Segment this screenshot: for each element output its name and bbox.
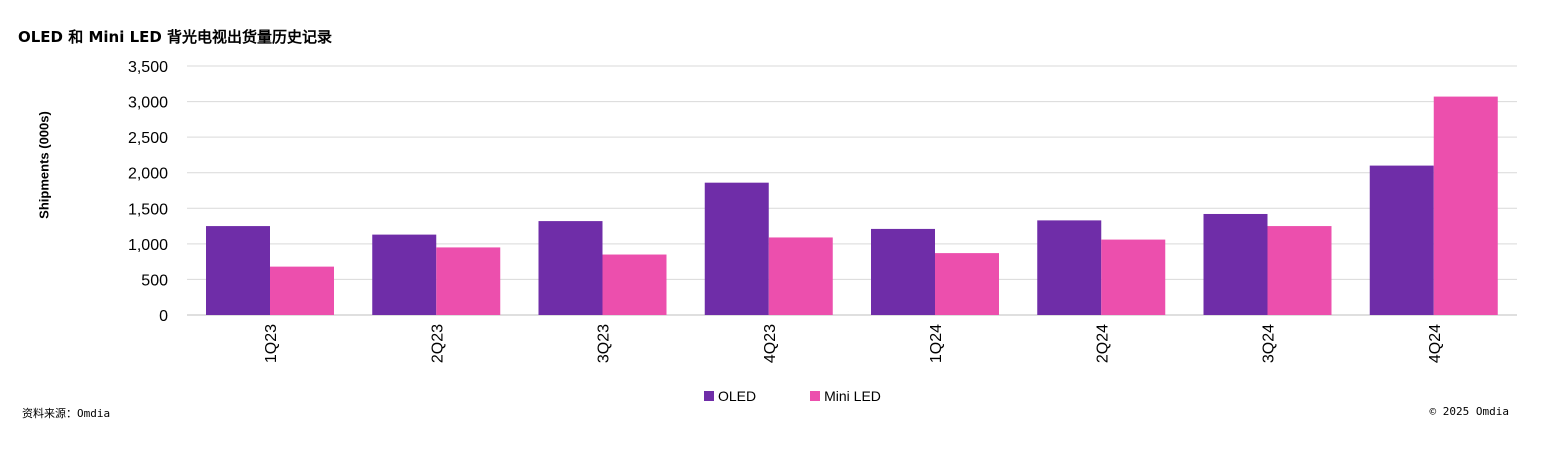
y-tick-label: 2,500 xyxy=(128,130,168,147)
y-tick-label: 0 xyxy=(159,308,168,325)
y-tick-label: 2,000 xyxy=(128,166,168,183)
x-tick-label: 4Q23 xyxy=(762,324,779,363)
bar-oled-3q24 xyxy=(1203,213,1268,315)
bar-mini-led-3q24 xyxy=(1267,226,1332,315)
copyright-note: © 2025 Omdia xyxy=(1429,405,1509,418)
x-tick-label: 4Q24 xyxy=(1427,324,1444,363)
bar-oled-2q24 xyxy=(1037,220,1102,315)
legend-swatch-oled xyxy=(704,391,714,401)
legend-item-oled: OLED xyxy=(704,388,756,404)
legend-item-mini-led: Mini LED xyxy=(810,388,881,404)
y-tick-label: 3,500 xyxy=(128,59,168,76)
bar-oled-4q24 xyxy=(1369,165,1434,315)
x-tick-label: 2Q24 xyxy=(1094,324,1111,363)
legend-swatch-mini-led xyxy=(810,391,821,401)
bar-mini-led-4q23 xyxy=(768,237,833,315)
bar-mini-led-2q23 xyxy=(436,247,501,315)
x-tick-label: 1Q24 xyxy=(928,324,945,363)
bar-oled-1q23 xyxy=(206,226,270,315)
legend-label-mini-led: Mini LED xyxy=(824,388,881,404)
bar-mini-led-1q23 xyxy=(270,266,334,315)
bar-oled-4q23 xyxy=(704,182,769,315)
x-tick-label: 3Q23 xyxy=(596,324,613,363)
x-tick-label: 2Q23 xyxy=(429,324,446,363)
bar-oled-1q24 xyxy=(871,228,935,315)
x-tick-label: 3Q24 xyxy=(1261,324,1278,363)
y-tick-label: 1,000 xyxy=(128,237,168,254)
y-axis-label: Shipments (000s) xyxy=(36,111,52,219)
source-note: 资料来源：Omdia xyxy=(22,407,111,420)
legend-label-oled: OLED xyxy=(718,388,757,404)
bar-mini-led-3q23 xyxy=(602,254,667,315)
bar-oled-3q23 xyxy=(538,221,603,315)
bar-oled-2q23 xyxy=(372,234,437,315)
y-tick-label: 500 xyxy=(141,272,168,289)
legend: OLED Mini LED xyxy=(704,388,935,404)
bar-mini-led-1q24 xyxy=(935,253,999,315)
bar-mini-led-2q24 xyxy=(1101,239,1166,315)
chart-title: OLED 和 Mini LED 背光电视出货量历史记录 xyxy=(18,28,333,46)
bar-mini-led-4q24 xyxy=(1433,96,1498,315)
y-tick-label: 3,000 xyxy=(128,95,168,112)
y-tick-label: 1,500 xyxy=(128,201,168,218)
x-tick-label: 1Q23 xyxy=(263,324,280,363)
